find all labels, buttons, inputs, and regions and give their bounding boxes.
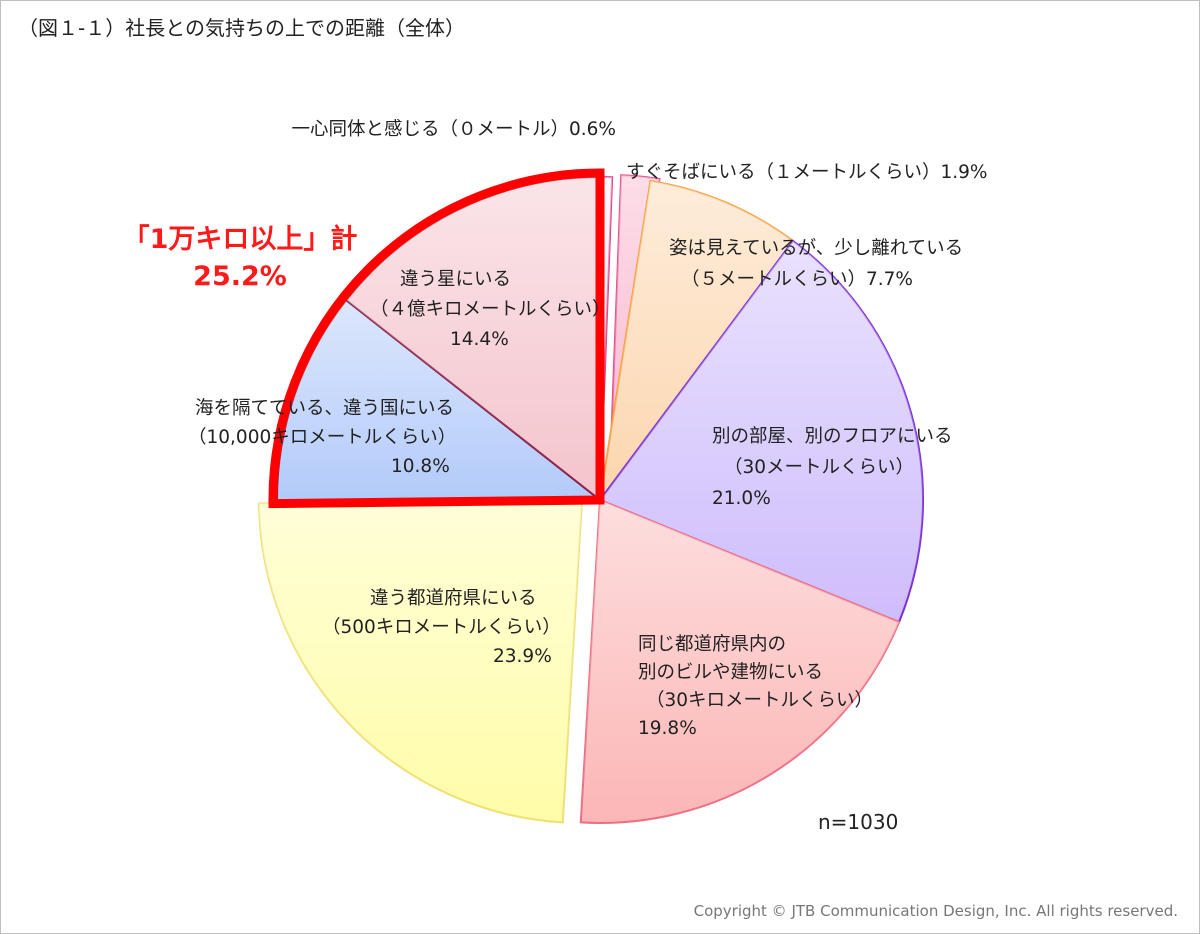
- slice-label-s3: 別の部屋、別のフロアにいる （30メートルくらい） 21.0%: [712, 426, 953, 509]
- pie-slices: [258, 174, 924, 824]
- slice-label-line: 23.9%: [493, 646, 552, 667]
- highlight-outline: [268, 168, 605, 509]
- slice-label-line: すぐそばにいる（１メートルくらい）1.9%: [626, 162, 988, 183]
- chart-title: （図１-１）社長との気持ちの上での距離（全体）: [18, 16, 466, 40]
- pie-slice-sheen-s4: [580, 500, 900, 823]
- slice-label-s7: 違う星にいる （４億キロメートルくらい） 14.4%: [370, 269, 611, 350]
- highlight-caption: 「1万キロ以上」計 25.2%: [123, 223, 358, 292]
- slice-label-s1: すぐそばにいる（１メートルくらい）1.9%: [626, 162, 988, 183]
- slice-label-line: （４億キロメートルくらい）: [370, 299, 611, 320]
- pie-slice-sheen-s2: [600, 180, 793, 500]
- slice-label-line: （５メートルくらい）7.7%: [681, 269, 913, 290]
- slice-label-s4: 同じ都道府県内の別のビルや建物にいる （30キロメートルくらい） 19.8%: [638, 634, 873, 739]
- slice-label-line: （500キロメートルくらい）: [322, 617, 561, 638]
- slice-label-line: 14.4%: [450, 329, 509, 350]
- slice-label-line: 別のビルや建物にいる: [638, 662, 823, 683]
- slice-label-s0: 一心同体と感じる（０メートル）0.6%: [291, 119, 616, 140]
- slice-label-line: 10.8%: [391, 456, 450, 477]
- slice-label-line: 19.8%: [638, 718, 697, 739]
- highlight-caption-value: 25.2%: [193, 261, 287, 292]
- pie-slice-sheen-s5: [259, 500, 582, 823]
- slice-label-line: 姿は見えているが、少し離れている: [669, 238, 963, 259]
- slice-label-line: 海を隔てている、違う国にいる: [195, 398, 454, 419]
- slice-label-line: 違う星にいる: [400, 269, 511, 290]
- slice-label-line: （30メートルくらい）: [724, 457, 914, 478]
- pie-slice-sheen-s7: [346, 177, 600, 500]
- slice-label-line: 21.0%: [712, 488, 771, 509]
- slice-label-s5: 違う都道府県にいる （500キロメートルくらい） 23.9%: [322, 588, 561, 667]
- slice-label-s2: 姿は見えているが、少し離れている （５メートルくらい）7.7%: [669, 238, 963, 290]
- highlight-group: 「1万キロ以上」計 25.2%: [123, 168, 605, 509]
- slice-label-s6: 海を隔てている、違う国にいる （10,000キロメートルくらい） 10.8%: [188, 398, 456, 477]
- slice-label-line: 一心同体と感じる（０メートル）0.6%: [291, 119, 616, 140]
- slice-label-line: 同じ都道府県内の: [638, 634, 786, 655]
- slice-label-line: 別の部屋、別のフロアにいる: [712, 426, 953, 447]
- pie-slice-sheen-s6: [277, 300, 600, 504]
- slice-label-line: 違う都道府県にいる: [370, 588, 537, 609]
- pie-slice-sheen-s3: [600, 240, 923, 623]
- highlight-caption-label: 「1万キロ以上」計: [123, 223, 358, 255]
- slice-label-line: （30キロメートルくらい）: [646, 690, 873, 711]
- sample-size-label: n=1030: [818, 810, 899, 834]
- copyright-notice: Copyright © JTB Communication Design, In…: [693, 902, 1178, 920]
- slice-label-line: （10,000キロメートルくらい）: [188, 427, 456, 448]
- slice-labels: 一心同体と感じる（０メートル）0.6% すぐそばにいる（１メートルくらい）1.9%…: [188, 119, 988, 739]
